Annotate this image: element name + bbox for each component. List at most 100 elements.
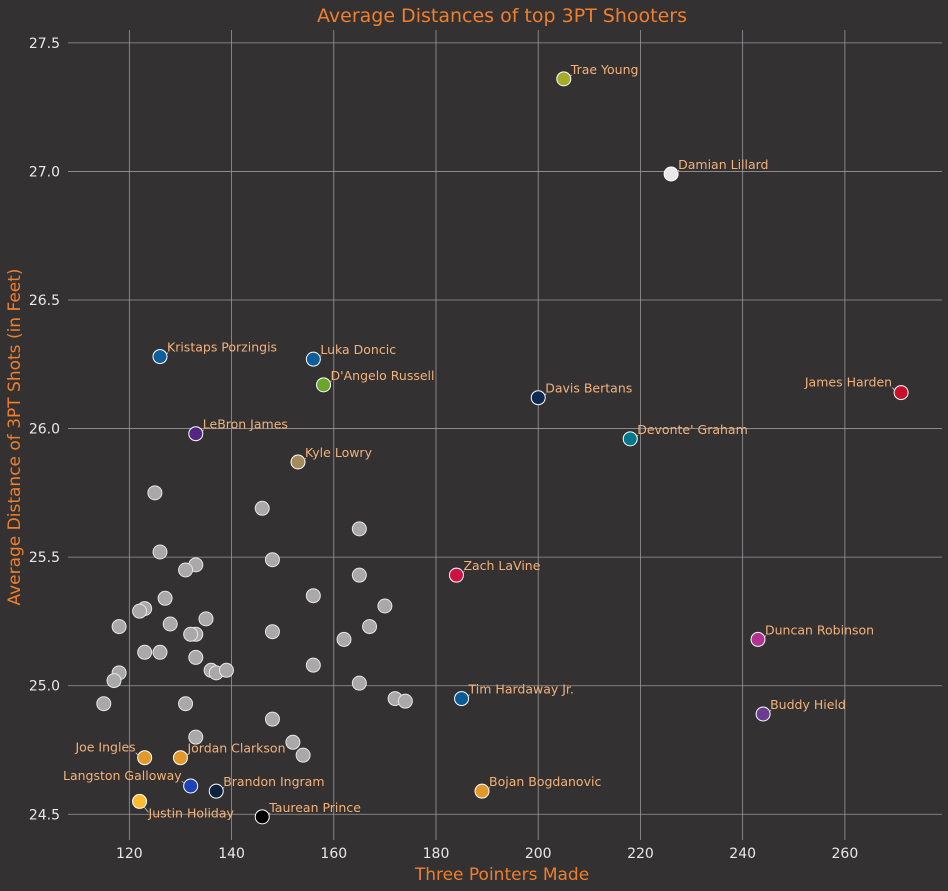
annotation-leader xyxy=(319,354,322,358)
point-label: Langston Galloway xyxy=(63,768,182,783)
highlighted-data-point xyxy=(137,750,153,766)
highlighted-data-point xyxy=(663,166,679,182)
data-point xyxy=(106,673,122,689)
annotation-leader xyxy=(329,380,332,384)
point-label: Bojan Bogdanovic xyxy=(489,774,601,789)
annotation-leader xyxy=(462,570,465,574)
data-point xyxy=(295,747,311,763)
y-tick-label: 25.5 xyxy=(29,550,60,566)
y-tick-label: 27.5 xyxy=(29,36,60,52)
data-point xyxy=(152,544,168,560)
data-point xyxy=(264,711,280,727)
point-label: Zach LaVine xyxy=(463,558,540,573)
x-tick-label: 120 xyxy=(116,846,143,862)
point-label: Joe Ingles xyxy=(74,740,135,755)
data-point xyxy=(362,619,378,635)
annotation-leader xyxy=(635,434,639,438)
highlighted-data-point xyxy=(208,783,224,799)
x-tick-label: 200 xyxy=(525,846,552,862)
y-tick-labels: 24.5 25.0 25.5 26.0 26.5 27.0 27.5 xyxy=(29,36,60,823)
data-point xyxy=(351,675,367,691)
x-axis-title: Three Pointers Made xyxy=(414,865,589,885)
point-label: Taurean Prince xyxy=(268,800,361,815)
x-tick-label: 220 xyxy=(627,846,654,862)
data-points xyxy=(96,71,909,825)
data-point xyxy=(178,696,194,712)
data-point xyxy=(96,696,112,712)
data-point xyxy=(254,500,270,516)
data-point xyxy=(198,611,214,627)
highlighted-data-point xyxy=(448,567,464,583)
data-point xyxy=(147,485,163,501)
x-tick-label: 140 xyxy=(218,846,245,862)
data-point xyxy=(188,729,204,745)
data-point xyxy=(351,567,367,583)
x-tick-label: 160 xyxy=(320,846,347,862)
point-label: LeBron James xyxy=(203,417,288,432)
y-tick-label: 24.5 xyxy=(29,807,60,823)
annotation-leader xyxy=(165,352,169,355)
x-tick-label: 260 xyxy=(832,846,859,862)
point-label: Brandon Ingram xyxy=(223,774,324,789)
data-point xyxy=(162,616,178,632)
highlighted-data-point xyxy=(254,809,270,825)
chart-title: Average Distances of top 3PT Shooters xyxy=(317,5,687,27)
highlighted-data-point xyxy=(454,691,470,707)
y-tick-label: 26.5 xyxy=(29,293,60,309)
highlighted-data-point xyxy=(474,783,490,799)
x-tick-labels: 120 140 160 180 200 220 240 260 xyxy=(116,846,858,862)
point-label: Buddy Hield xyxy=(770,697,846,712)
point-label: Kristaps Porzingis xyxy=(167,340,277,355)
y-axis-title: Average Distance of 3PT Shots (in Feet) xyxy=(5,268,25,605)
data-point xyxy=(111,619,127,635)
data-point xyxy=(137,644,153,660)
highlighted-data-point xyxy=(188,426,204,442)
annotation-leader xyxy=(891,387,896,391)
highlighted-data-point xyxy=(750,631,766,647)
point-label: Tim Hardaway Jr. xyxy=(468,682,574,697)
highlighted-data-point xyxy=(755,706,771,722)
data-point xyxy=(188,649,204,665)
highlighted-data-point xyxy=(893,385,909,401)
highlighted-data-point xyxy=(316,377,332,393)
data-point xyxy=(264,552,280,568)
data-point xyxy=(264,624,280,640)
annotation-leader xyxy=(181,780,185,785)
point-label: Jordan Clarkson xyxy=(186,741,285,756)
point-label: Justin Holiday xyxy=(148,805,235,820)
annotation-leader xyxy=(763,635,767,638)
highlighted-data-point xyxy=(290,454,306,470)
data-point xyxy=(305,588,321,604)
point-label: Kyle Lowry xyxy=(305,445,373,460)
highlighted-data-point xyxy=(622,431,638,447)
annotation-leader xyxy=(487,786,491,790)
data-point xyxy=(397,693,413,709)
data-point xyxy=(285,734,301,750)
annotation-leader xyxy=(467,694,470,697)
data-point xyxy=(377,598,393,614)
data-point xyxy=(305,657,321,673)
data-point xyxy=(336,631,352,647)
point-label: Duncan Robinson xyxy=(765,622,874,637)
annotation-leader xyxy=(186,753,189,756)
highlighted-data-point xyxy=(172,750,188,766)
annotation-leader xyxy=(768,709,772,713)
x-tick-label: 240 xyxy=(729,846,756,862)
highlighted-data-point xyxy=(530,390,546,406)
grid-lines xyxy=(68,30,942,840)
highlighted-data-point xyxy=(152,349,168,365)
data-point xyxy=(178,562,194,578)
data-point xyxy=(152,644,168,660)
y-tick-label: 26.0 xyxy=(29,422,60,438)
point-label: D'Angelo Russell xyxy=(331,368,435,383)
highlighted-data-point xyxy=(305,351,321,367)
point-annotations: Trae Young Damian Lillard Kristaps Porzing… xyxy=(63,62,896,820)
annotation-leader xyxy=(267,812,271,816)
x-tick-label: 180 xyxy=(423,846,450,862)
point-label: Davis Bertans xyxy=(545,381,632,396)
annotation-leader xyxy=(303,457,307,461)
point-label: James Harden xyxy=(804,375,892,390)
annotation-leader xyxy=(143,806,149,813)
point-label: Devonte' Graham xyxy=(637,422,748,437)
